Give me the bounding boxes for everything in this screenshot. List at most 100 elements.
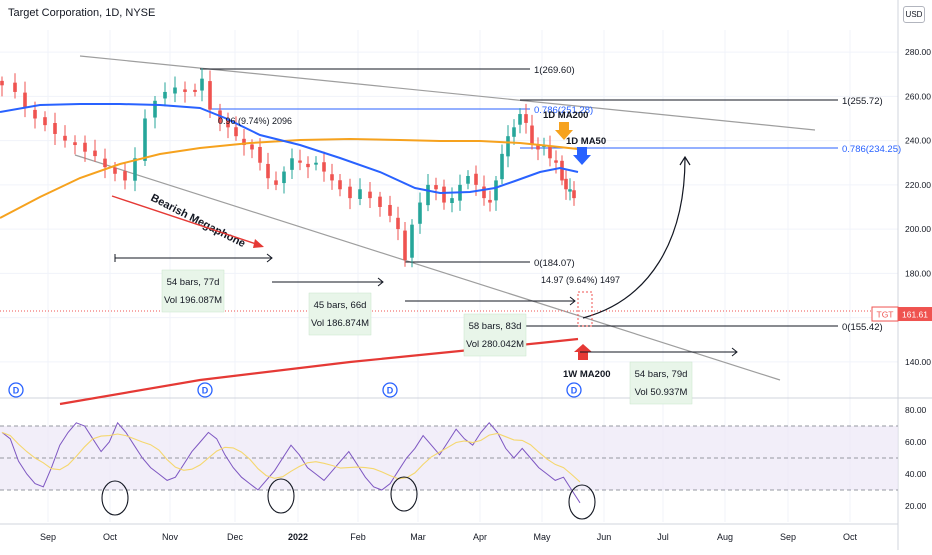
measure-4-vol: Vol 50.937M <box>635 387 688 398</box>
candle-body <box>123 171 127 181</box>
candle-body <box>442 186 446 203</box>
candle-body <box>450 198 454 204</box>
level-label-155: 0(155.42) <box>842 322 883 333</box>
rsi-signal-line <box>1 431 581 483</box>
candle-body <box>388 204 392 216</box>
candle-body <box>193 89 197 92</box>
time-tick-label: Oct <box>843 532 858 542</box>
rsi-line <box>1 421 581 504</box>
weekly-ma200-label: 1W MA200 <box>563 369 611 380</box>
candle-body <box>43 117 47 126</box>
rsi-tick-label: 40.00 <box>905 469 927 479</box>
candle-body <box>474 173 478 185</box>
candle-body <box>242 138 246 146</box>
time-tick-label: Nov <box>162 532 179 542</box>
candle-body <box>358 189 362 199</box>
projection-curve <box>582 157 686 319</box>
ma50-line <box>0 103 579 195</box>
currency-button[interactable]: USD <box>903 6 925 23</box>
candle-body <box>143 118 147 161</box>
level-label-269: 1(269.60) <box>534 65 575 76</box>
candle-body <box>250 144 254 150</box>
range-label-1: 0.96 (9.74%) 2096 <box>218 116 292 126</box>
ticker-symbol: TGT <box>877 310 894 320</box>
candle-body <box>113 167 117 174</box>
candle-body <box>530 125 534 146</box>
candle-body <box>234 127 238 137</box>
candle-body <box>83 142 87 152</box>
dividend-marker-icon[interactable] <box>566 382 582 398</box>
range-box <box>577 291 593 327</box>
candle-body <box>33 109 37 119</box>
candle-body <box>103 158 107 168</box>
last-price-tag <box>898 307 932 322</box>
measure-2-vol: Vol 186.874M <box>311 318 369 329</box>
candle-body <box>410 224 414 258</box>
measure-2-bars: 45 bars, 66d <box>314 300 367 311</box>
rsi-oversold-circle <box>267 478 295 514</box>
candle-body <box>378 196 382 207</box>
dividend-marker-label: D <box>202 386 209 396</box>
time-tick-label: Jul <box>657 532 669 542</box>
time-tick-label: Feb <box>350 532 366 542</box>
candle-body <box>434 185 438 190</box>
candle-body <box>226 120 230 128</box>
candle-body <box>572 190 576 199</box>
price-tick-label: 220.00 <box>905 180 931 190</box>
price-tick-label: 200.00 <box>905 224 931 234</box>
level-label-251: 0.786(251.28) <box>534 105 593 116</box>
megaphone-arrow-head <box>253 239 264 248</box>
ma200-line <box>0 137 579 219</box>
candle-body <box>368 191 372 199</box>
measure-4-bars: 54 bars, 79d <box>635 369 688 380</box>
candle-body <box>396 217 400 230</box>
candle-body <box>466 176 470 184</box>
candle-body <box>500 153 504 180</box>
candle-body <box>536 144 540 150</box>
measure-1-vol: Vol 196.087M <box>164 295 222 306</box>
megaphone-arrow-line <box>111 195 263 247</box>
candle-body <box>564 178 568 190</box>
candle-body <box>173 87 177 94</box>
price-tick-label: 260.00 <box>905 91 931 101</box>
time-tick-label: Sep <box>40 532 56 542</box>
measure-1-arrow-head <box>266 253 273 263</box>
candle-body <box>133 158 137 181</box>
candle-body <box>163 91 167 99</box>
dividend-marker-label: D <box>13 386 20 396</box>
rsi-oversold-circle <box>101 480 129 516</box>
projection-arrow-head <box>679 155 691 166</box>
candle-body <box>418 202 422 224</box>
candle-body <box>512 127 516 137</box>
dividend-marker-icon[interactable] <box>382 382 398 398</box>
megaphone-upper-line <box>79 55 816 131</box>
level-label-184: 0(184.07) <box>534 258 575 269</box>
level-label-234: 0.786(234.25) <box>842 144 901 155</box>
candle-body <box>426 184 430 206</box>
price-tick-label: 280.00 <box>905 47 931 57</box>
candle-body <box>73 142 77 146</box>
candle-body <box>482 186 486 199</box>
dividend-marker-icon[interactable] <box>197 382 213 398</box>
measure-2-arrow-head <box>377 277 384 287</box>
candle-body <box>506 136 510 157</box>
ma50-arrow-icon <box>573 147 591 165</box>
candle-body <box>322 162 326 172</box>
measure-1-box <box>161 269 225 313</box>
dividend-marker-icon[interactable] <box>8 382 24 398</box>
candle-body <box>258 146 262 163</box>
time-tick-label: Apr <box>473 532 487 542</box>
last-price-label: 161.61 <box>902 310 928 320</box>
candle-body <box>208 81 212 110</box>
chart-title: Target Corporation, 1D, NYSE <box>8 7 156 19</box>
candle-body <box>338 180 342 190</box>
candle-body <box>13 82 17 92</box>
rsi-tick-label: 60.00 <box>905 437 927 447</box>
candle-body <box>153 100 157 118</box>
measure-3-bars: 58 bars, 83d <box>469 321 522 332</box>
measure-3-arrow-head <box>569 296 576 306</box>
candle-body <box>183 89 187 92</box>
rsi-tick-label: 20.00 <box>905 501 927 511</box>
